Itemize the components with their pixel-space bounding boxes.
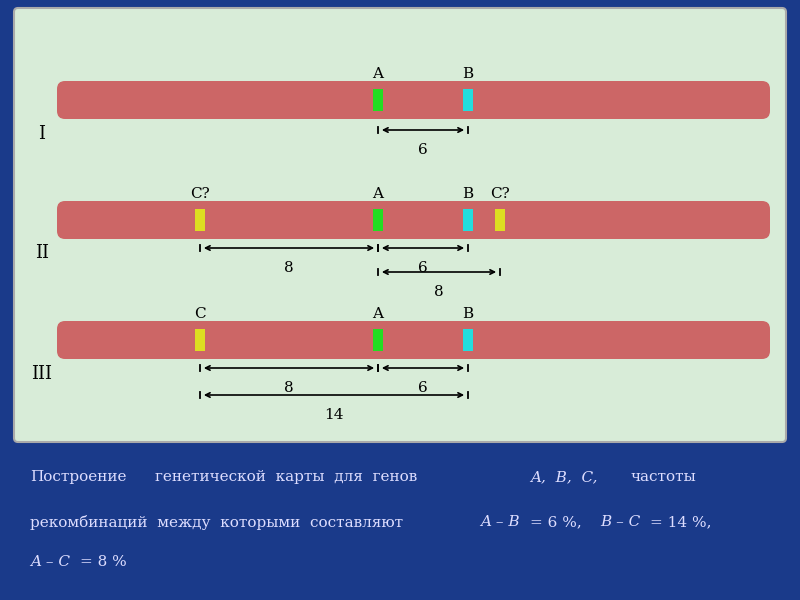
FancyBboxPatch shape bbox=[57, 321, 770, 359]
Text: рекомбинаций  между  которыми  составляют: рекомбинаций между которыми составляют bbox=[30, 515, 403, 530]
Text: = 14 %,: = 14 %, bbox=[650, 515, 711, 529]
Text: A – B: A – B bbox=[480, 515, 520, 529]
Bar bbox=[373, 89, 383, 111]
Text: 8: 8 bbox=[434, 285, 444, 299]
Text: C?: C? bbox=[190, 187, 210, 201]
Text: II: II bbox=[35, 244, 49, 262]
Text: 14: 14 bbox=[324, 408, 344, 422]
Text: 6: 6 bbox=[418, 143, 428, 157]
Text: C?: C? bbox=[490, 187, 510, 201]
Text: 8: 8 bbox=[284, 261, 294, 275]
Bar bbox=[463, 209, 473, 231]
Text: A: A bbox=[373, 67, 383, 81]
Bar bbox=[195, 329, 205, 351]
Text: C: C bbox=[194, 307, 206, 321]
FancyBboxPatch shape bbox=[14, 8, 786, 442]
Text: = 6 %,: = 6 %, bbox=[530, 515, 582, 529]
Text: B: B bbox=[462, 187, 474, 201]
Text: A,  B,  C,: A, B, C, bbox=[530, 470, 598, 484]
FancyBboxPatch shape bbox=[57, 201, 770, 239]
FancyBboxPatch shape bbox=[57, 81, 770, 119]
Text: A – C: A – C bbox=[30, 555, 70, 569]
Text: = 8 %: = 8 % bbox=[80, 555, 126, 569]
Text: 6: 6 bbox=[418, 381, 428, 395]
Text: III: III bbox=[31, 365, 53, 383]
Bar bbox=[373, 209, 383, 231]
Text: генетической  карты  для  генов: генетической карты для генов bbox=[155, 470, 418, 484]
Bar bbox=[195, 209, 205, 231]
Text: A: A bbox=[373, 187, 383, 201]
Bar bbox=[495, 209, 505, 231]
Text: 6: 6 bbox=[418, 261, 428, 275]
Text: Построение: Построение bbox=[30, 470, 126, 484]
Text: B: B bbox=[462, 307, 474, 321]
Bar bbox=[373, 329, 383, 351]
Bar bbox=[463, 329, 473, 351]
Text: 8: 8 bbox=[284, 381, 294, 395]
Text: B – C: B – C bbox=[600, 515, 640, 529]
Text: A: A bbox=[373, 307, 383, 321]
Bar bbox=[463, 89, 473, 111]
Text: B: B bbox=[462, 67, 474, 81]
Text: I: I bbox=[38, 125, 46, 143]
Text: частоты: частоты bbox=[630, 470, 696, 484]
